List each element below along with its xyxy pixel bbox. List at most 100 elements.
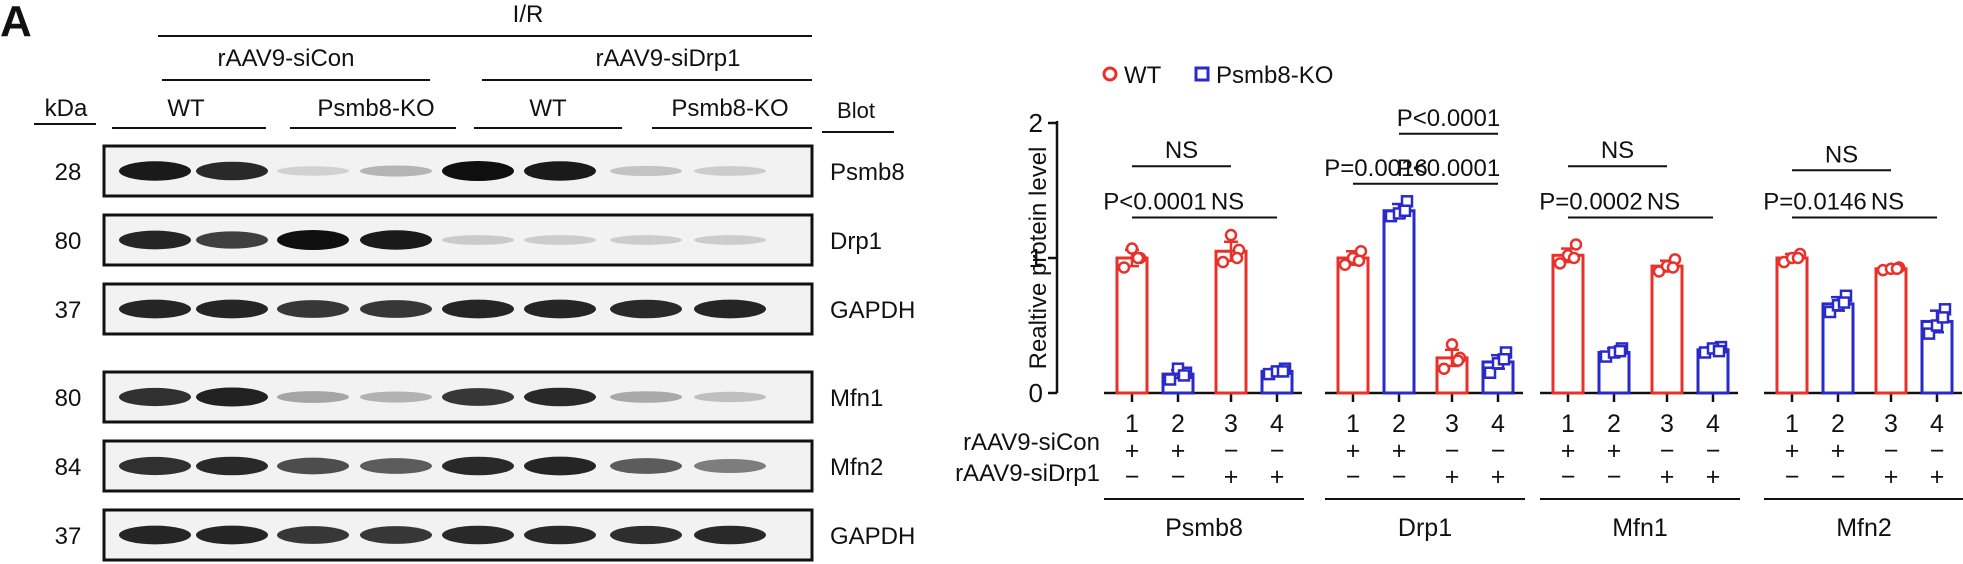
significance-label: NS: [1601, 137, 1634, 164]
blot-band: [196, 161, 268, 181]
bar: [1115, 256, 1149, 395]
data-point: [1823, 305, 1837, 319]
sicon-sign: −: [1224, 437, 1239, 465]
blot-band: [196, 299, 268, 319]
blot-name-label: Mfn1: [830, 385, 883, 412]
sidrp1-sign: +: [1491, 463, 1506, 491]
legend-marker: [1102, 66, 1118, 82]
blot-band: [524, 161, 596, 181]
blot-band: [196, 456, 268, 476]
chart-legend: WT Psmb8-KO: [1102, 62, 1333, 89]
bar-number: 4: [1491, 410, 1505, 438]
data-point: [1276, 365, 1290, 378]
blot-band: [277, 300, 349, 318]
blot-band: [694, 235, 766, 245]
blot-band: [694, 391, 766, 403]
condition-label: I/R: [513, 1, 544, 28]
bar: [1874, 267, 1908, 395]
legend-label: WT: [1124, 62, 1162, 89]
genotype-label-4: Psmb8-KO: [671, 95, 788, 122]
sidrp1-sign: −: [1171, 463, 1186, 491]
bar-groups: NSP<0.0001 NSP<0.0001P=0.0016P<0.0001NSP=…: [1103, 105, 1962, 402]
bar-number: 1: [1346, 410, 1360, 438]
blot-band: [610, 165, 682, 177]
significance-label: P=0.0146: [1763, 189, 1866, 216]
sicon-sign: −: [1930, 437, 1945, 465]
sidrp1-sign: +: [1224, 463, 1239, 491]
blot-band: [360, 230, 432, 250]
data-point: [1216, 255, 1230, 269]
blot-band: [442, 299, 514, 319]
treatment-label-sicon: rAAV9-siCon: [218, 45, 355, 72]
data-point: [1445, 338, 1459, 351]
bar: [1336, 256, 1370, 395]
blot-band: [119, 230, 191, 250]
data-point: [1437, 362, 1451, 375]
sidrp1-sign: +: [1445, 463, 1460, 491]
blot-band: [360, 165, 432, 177]
data-point: [1230, 251, 1244, 265]
blot-band: [610, 235, 682, 245]
blot-band: [277, 526, 349, 544]
genotype-label-2: Psmb8-KO: [317, 95, 434, 122]
sicon-sign: +: [1171, 437, 1186, 465]
blot-band: [119, 299, 191, 319]
sidrp1-sign: −: [1392, 463, 1407, 491]
sicon-sign: −: [1270, 437, 1285, 465]
data-point: [1117, 261, 1131, 274]
group-label: Mfn1: [1612, 514, 1668, 542]
blot-name-label: Psmb8: [830, 159, 905, 186]
panel-label: A: [0, 0, 32, 46]
sicon-sign: −: [1884, 437, 1899, 465]
bar: [1214, 249, 1248, 395]
sidrp1-sign: −: [1125, 463, 1140, 491]
sicon-sign: +: [1392, 437, 1407, 465]
blot-band: [360, 391, 432, 403]
group-label: Drp1: [1398, 514, 1452, 542]
blot-band: [610, 391, 682, 403]
data-point: [1352, 254, 1366, 267]
sidrp1-sign: −: [1561, 463, 1576, 491]
row-label-sicon: rAAV9-siCon: [963, 429, 1100, 456]
condition-table: 1+−2+−3−+4−+Psmb81+−2+−3−+4−+Drp11+−2+−3…: [955, 410, 1963, 542]
data-point: [1398, 204, 1412, 217]
bar-number: 3: [1884, 410, 1898, 438]
data-point: [1224, 228, 1238, 242]
y-tick-label: 0: [1029, 378, 1043, 408]
blot-band: [360, 458, 432, 474]
row-label-sidrp1: rAAV9-siDrp1: [955, 460, 1100, 487]
blot-band: [360, 526, 432, 544]
significance-label: P<0.0001: [1103, 189, 1206, 216]
sidrp1-sign: −: [1785, 463, 1800, 491]
bar-number: 1: [1125, 410, 1139, 438]
sidrp1-sign: +: [1930, 463, 1945, 491]
data-point: [1712, 344, 1726, 358]
blot-band: [442, 388, 514, 406]
data-point: [1125, 242, 1139, 255]
bar: [1775, 256, 1809, 395]
bar-number: 2: [1831, 410, 1845, 438]
data-point: [1922, 327, 1936, 340]
blot-rows: 28 Psmb8 80 Drp1 37 GAPDH 80 Mfn1 84 Mfn2 37 GAPDH: [55, 144, 915, 562]
y-tick-label: 2: [1029, 108, 1043, 138]
blot-name-label: Mfn2: [830, 454, 883, 481]
sicon-sign: −: [1706, 437, 1721, 465]
data-point: [1569, 238, 1583, 251]
bar-number: 2: [1171, 410, 1185, 438]
significance-label: P<0.0001: [1397, 105, 1500, 132]
data-point: [1666, 261, 1680, 274]
blot-band: [277, 230, 349, 250]
blot-band: [524, 456, 596, 476]
blot-band: [119, 525, 191, 545]
bar: [1551, 253, 1585, 395]
blot-band: [119, 456, 191, 476]
bar: [1650, 264, 1684, 395]
data-point: [1837, 296, 1851, 309]
bar-number: 4: [1930, 410, 1944, 438]
data-point: [1177, 369, 1191, 382]
blot-name-label: Drp1: [830, 228, 882, 255]
blot-band: [524, 235, 596, 245]
blot-band: [442, 456, 514, 476]
sicon-sign: +: [1125, 437, 1140, 465]
